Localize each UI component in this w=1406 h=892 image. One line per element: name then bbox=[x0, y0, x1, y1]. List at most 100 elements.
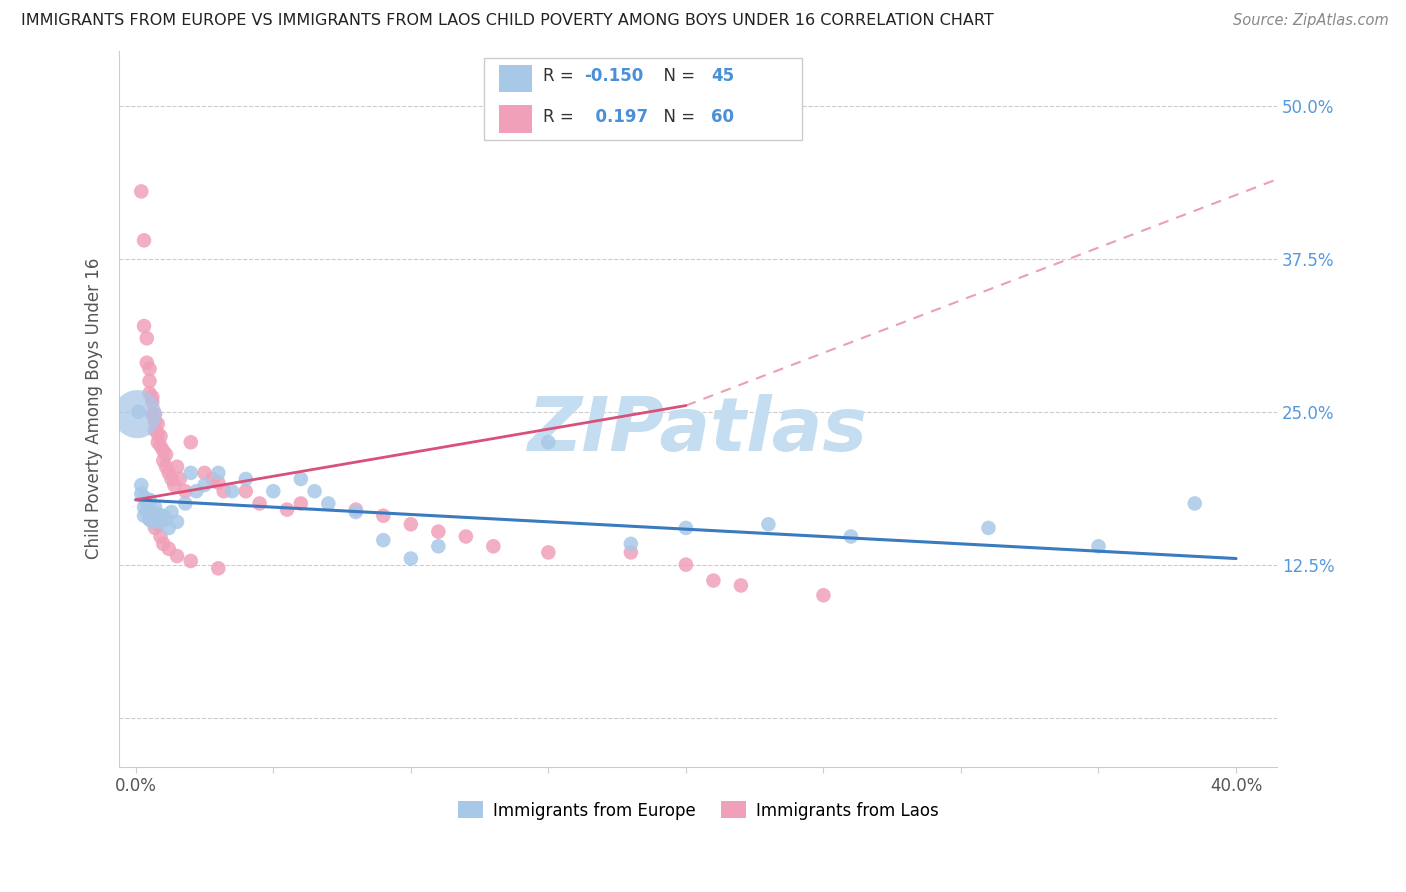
Legend: Immigrants from Europe, Immigrants from Laos: Immigrants from Europe, Immigrants from … bbox=[451, 795, 945, 826]
Point bbox=[304, 484, 326, 499]
Point bbox=[135, 331, 157, 345]
Point bbox=[166, 459, 188, 474]
Point bbox=[454, 529, 477, 543]
Text: ZIPatlas: ZIPatlas bbox=[529, 393, 869, 467]
Point bbox=[290, 472, 312, 486]
Point bbox=[135, 505, 157, 519]
Point bbox=[152, 508, 174, 523]
Point bbox=[141, 505, 163, 519]
Point bbox=[135, 496, 157, 510]
Point bbox=[143, 415, 166, 429]
Point bbox=[207, 475, 229, 490]
Point bbox=[166, 549, 188, 563]
Point bbox=[758, 517, 780, 532]
Point bbox=[138, 502, 160, 516]
Point bbox=[221, 484, 243, 499]
Point bbox=[143, 423, 166, 437]
Text: Source: ZipAtlas.com: Source: ZipAtlas.com bbox=[1233, 13, 1389, 29]
Point bbox=[146, 517, 169, 532]
FancyBboxPatch shape bbox=[484, 58, 803, 140]
Point bbox=[149, 429, 172, 443]
Point bbox=[129, 185, 152, 199]
Point bbox=[149, 515, 172, 529]
Text: N =: N = bbox=[654, 108, 700, 126]
Point bbox=[276, 502, 298, 516]
Text: 45: 45 bbox=[711, 68, 734, 86]
Point bbox=[129, 486, 152, 500]
Point bbox=[399, 551, 422, 566]
Point bbox=[262, 484, 284, 499]
Point bbox=[977, 521, 1000, 535]
Point bbox=[290, 496, 312, 510]
Point bbox=[141, 505, 163, 519]
Point bbox=[482, 539, 505, 553]
Point bbox=[702, 574, 724, 588]
Point bbox=[155, 459, 177, 474]
Point bbox=[249, 496, 271, 510]
Point bbox=[152, 537, 174, 551]
Point bbox=[180, 466, 202, 480]
Text: R =: R = bbox=[543, 108, 579, 126]
Text: 0.197: 0.197 bbox=[583, 108, 648, 126]
Point bbox=[141, 407, 163, 421]
Point bbox=[174, 496, 197, 510]
Point bbox=[138, 386, 160, 401]
Point bbox=[132, 318, 155, 333]
Point bbox=[149, 439, 172, 453]
Point bbox=[132, 233, 155, 247]
Point bbox=[193, 466, 215, 480]
Point bbox=[143, 511, 166, 525]
Point bbox=[146, 435, 169, 450]
Point bbox=[212, 484, 235, 499]
Point bbox=[180, 435, 202, 450]
Point bbox=[132, 500, 155, 515]
Point bbox=[235, 484, 257, 499]
Point bbox=[155, 512, 177, 526]
Point bbox=[839, 529, 862, 543]
Point bbox=[537, 435, 560, 450]
Point bbox=[207, 561, 229, 575]
Point bbox=[135, 356, 157, 370]
Point bbox=[180, 554, 202, 568]
Point bbox=[146, 508, 169, 522]
Point bbox=[155, 448, 177, 462]
Point bbox=[373, 508, 395, 523]
Text: 60: 60 bbox=[711, 108, 734, 126]
Point bbox=[160, 472, 183, 486]
Point bbox=[193, 478, 215, 492]
Point bbox=[1184, 496, 1206, 510]
Point bbox=[129, 478, 152, 492]
Point bbox=[186, 484, 208, 499]
Point bbox=[537, 545, 560, 559]
Point bbox=[730, 578, 752, 592]
Text: -0.150: -0.150 bbox=[583, 68, 643, 86]
Point bbox=[166, 515, 188, 529]
Point bbox=[427, 539, 450, 553]
Point bbox=[143, 407, 166, 421]
Point bbox=[143, 521, 166, 535]
Point bbox=[146, 417, 169, 431]
Point bbox=[138, 512, 160, 526]
Point bbox=[138, 374, 160, 388]
Point bbox=[235, 472, 257, 486]
Point bbox=[169, 472, 191, 486]
Point bbox=[373, 533, 395, 548]
Point bbox=[813, 588, 835, 602]
Point bbox=[399, 517, 422, 532]
Point bbox=[160, 505, 183, 519]
Point bbox=[143, 500, 166, 515]
Point bbox=[157, 541, 180, 556]
Point bbox=[132, 491, 155, 505]
Point bbox=[152, 453, 174, 467]
Point bbox=[146, 426, 169, 441]
Point bbox=[152, 443, 174, 458]
Point bbox=[132, 508, 155, 523]
Point bbox=[427, 524, 450, 539]
FancyBboxPatch shape bbox=[499, 65, 531, 92]
Point bbox=[318, 496, 340, 510]
Point bbox=[127, 407, 149, 421]
Point bbox=[207, 466, 229, 480]
Point bbox=[157, 521, 180, 535]
FancyBboxPatch shape bbox=[499, 105, 531, 133]
Point bbox=[138, 362, 160, 376]
